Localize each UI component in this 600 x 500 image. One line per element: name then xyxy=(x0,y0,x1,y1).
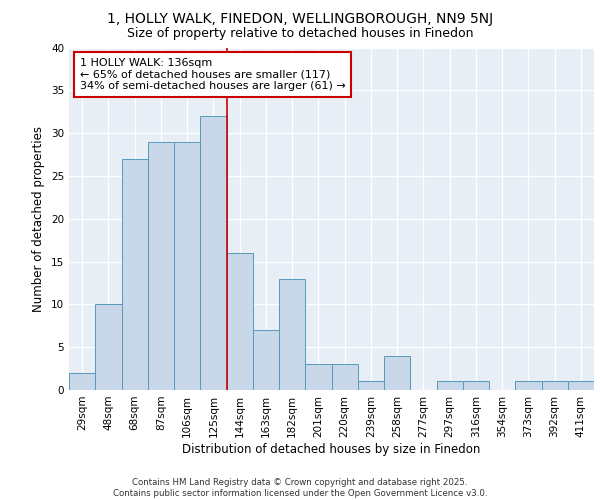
Bar xyxy=(331,364,358,390)
Bar xyxy=(148,142,174,390)
Bar xyxy=(463,382,489,390)
Text: 1 HOLLY WALK: 136sqm
← 65% of detached houses are smaller (117)
34% of semi-deta: 1 HOLLY WALK: 136sqm ← 65% of detached h… xyxy=(79,58,345,91)
Bar xyxy=(95,304,121,390)
Bar xyxy=(253,330,279,390)
Bar xyxy=(279,278,305,390)
Bar xyxy=(437,382,463,390)
Bar xyxy=(200,116,227,390)
Bar xyxy=(305,364,331,390)
Text: Size of property relative to detached houses in Finedon: Size of property relative to detached ho… xyxy=(127,28,473,40)
Bar xyxy=(542,382,568,390)
Bar xyxy=(515,382,542,390)
Bar xyxy=(69,373,95,390)
Y-axis label: Number of detached properties: Number of detached properties xyxy=(32,126,46,312)
Bar xyxy=(358,382,384,390)
Text: 1, HOLLY WALK, FINEDON, WELLINGBOROUGH, NN9 5NJ: 1, HOLLY WALK, FINEDON, WELLINGBOROUGH, … xyxy=(107,12,493,26)
Bar xyxy=(568,382,594,390)
Text: Contains HM Land Registry data © Crown copyright and database right 2025.
Contai: Contains HM Land Registry data © Crown c… xyxy=(113,478,487,498)
Bar xyxy=(384,356,410,390)
Bar xyxy=(174,142,200,390)
X-axis label: Distribution of detached houses by size in Finedon: Distribution of detached houses by size … xyxy=(182,442,481,456)
Bar xyxy=(121,159,148,390)
Bar xyxy=(227,253,253,390)
